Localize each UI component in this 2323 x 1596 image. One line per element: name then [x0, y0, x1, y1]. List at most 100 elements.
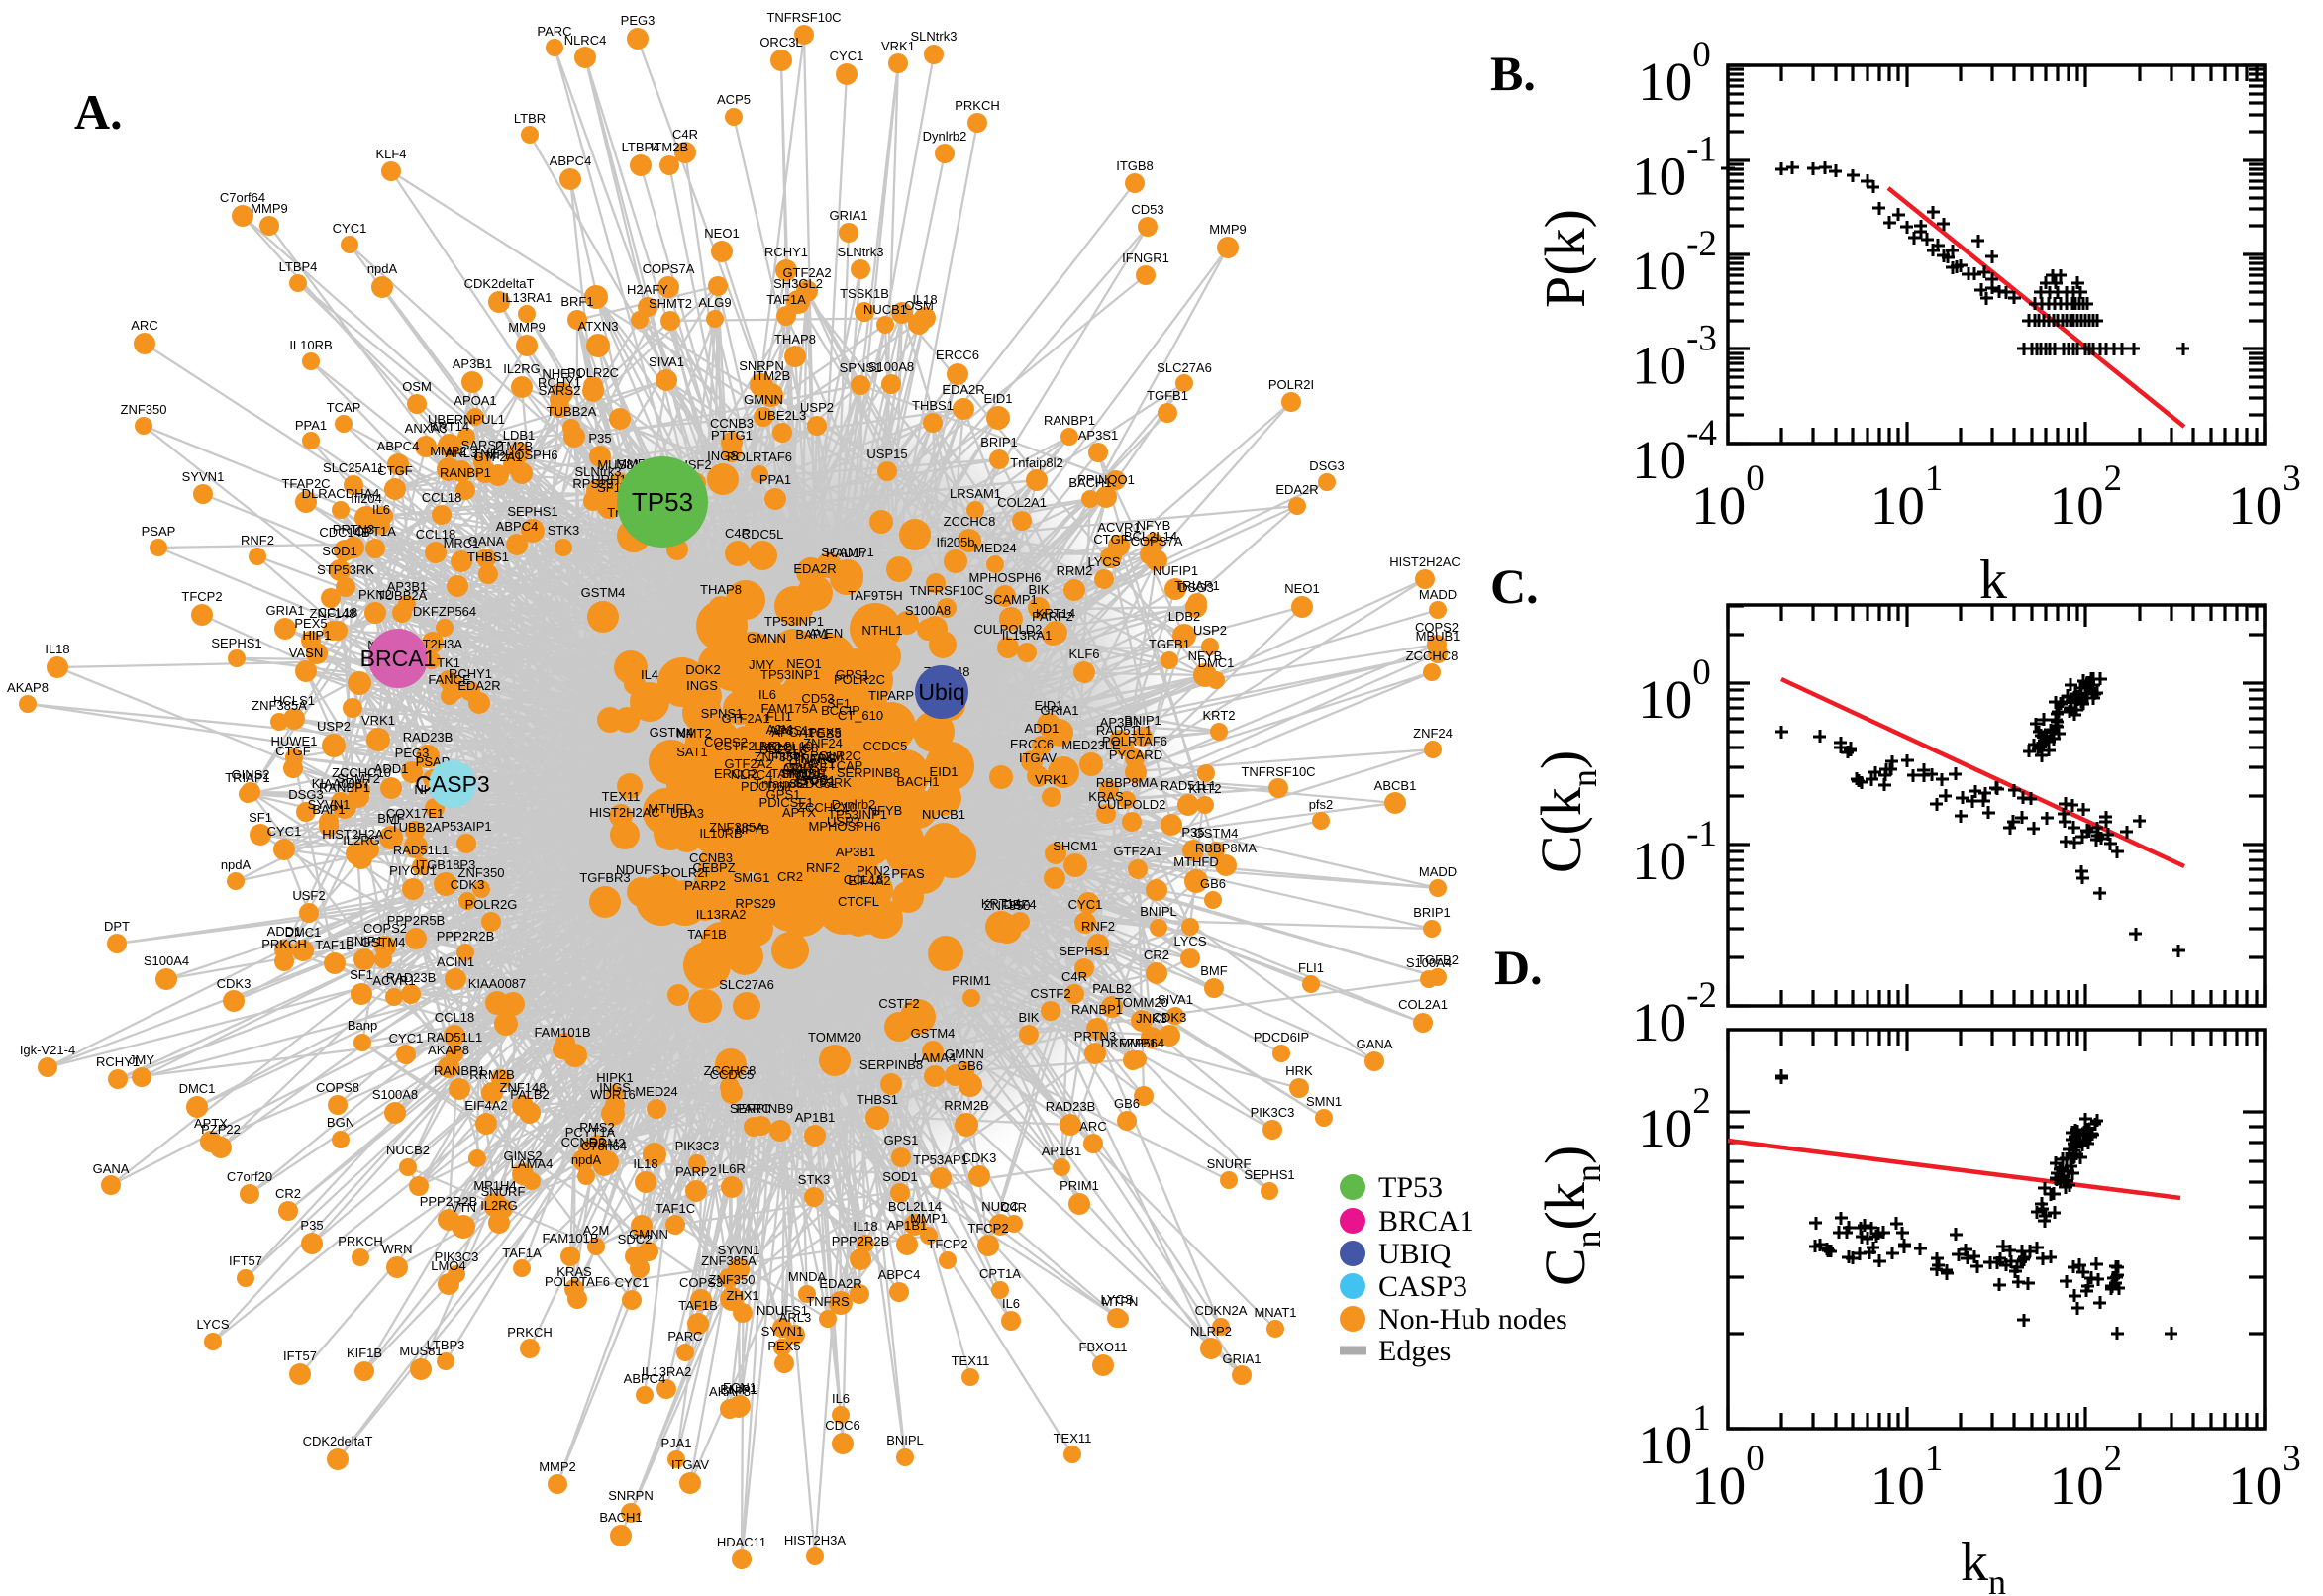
svg-text:MADD: MADD	[1419, 864, 1457, 879]
svg-text:DMC1: DMC1	[1198, 655, 1235, 670]
svg-text:ZNF350: ZNF350	[121, 402, 167, 417]
svg-text:MRC1: MRC1	[444, 536, 480, 550]
svg-text:RAD51L1: RAD51L1	[427, 1030, 482, 1045]
svg-text:TAF1C: TAF1C	[656, 1201, 695, 1216]
svg-text:Tnfaip8l2: Tnfaip8l2	[754, 776, 806, 791]
svg-text:RAD51L1: RAD51L1	[393, 843, 449, 857]
svg-text:MTHFD: MTHFD	[648, 801, 693, 816]
svg-text:Cn(kn): Cn(kn)	[1533, 1146, 1608, 1286]
svg-text:npdA: npdA	[221, 857, 252, 872]
svg-text:ZCCHC8: ZCCHC8	[704, 1063, 757, 1078]
svg-text:FCN1: FCN1	[723, 1380, 757, 1395]
svg-text:DSG3: DSG3	[288, 787, 323, 802]
svg-text:ABCB1: ABCB1	[1374, 778, 1417, 793]
svg-text:NHEJ1: NHEJ1	[542, 366, 582, 381]
svg-text:CDK3: CDK3	[217, 976, 252, 991]
svg-text:TP53INP1: TP53INP1	[828, 807, 887, 822]
svg-text:Non-Hub nodes: Non-Hub nodes	[1378, 1303, 1567, 1336]
svg-text:ABPC4: ABPC4	[377, 439, 420, 453]
svg-text:TFCP2: TFCP2	[967, 1221, 1008, 1236]
svg-text:GMNN: GMNN	[629, 1227, 668, 1242]
svg-text:P35: P35	[1181, 825, 1204, 840]
svg-text:GSTM4: GSTM4	[581, 585, 626, 600]
svg-text:COX17E1: COX17E1	[386, 806, 445, 821]
svg-text:MPHOSPH6: MPHOSPH6	[809, 819, 881, 834]
svg-text:NDUFS1: NDUFS1	[757, 1303, 808, 1318]
svg-text:POLR2G: POLR2G	[465, 897, 518, 912]
svg-text:RPS29: RPS29	[735, 896, 775, 911]
svg-text:APOA1: APOA1	[771, 725, 814, 740]
svg-text:ORC3L: ORC3L	[759, 35, 802, 50]
svg-text:PARC: PARC	[537, 24, 571, 39]
svg-text:ZNF385A: ZNF385A	[701, 1253, 757, 1268]
svg-text:ITM2B: ITM2B	[651, 140, 688, 154]
svg-text:TRIAP1: TRIAP1	[1174, 578, 1220, 593]
svg-text:CDK2deltaT: CDK2deltaT	[303, 1434, 373, 1448]
svg-text:NLRC4: NLRC4	[564, 33, 607, 48]
svg-text:BNIP1: BNIP1	[720, 1382, 758, 1397]
svg-text:A2M: A2M	[766, 722, 793, 737]
svg-text:PEX5: PEX5	[808, 725, 841, 740]
svg-text:PIK3C3: PIK3C3	[1251, 1105, 1295, 1120]
svg-text:COL2A1: COL2A1	[997, 495, 1047, 510]
svg-text:BACH1: BACH1	[1068, 475, 1111, 490]
svg-text:PPP2R2B: PPP2R2B	[832, 1234, 890, 1248]
svg-text:SERPINB9: SERPINB9	[730, 1101, 793, 1116]
svg-text:CDC5L: CDC5L	[796, 776, 839, 791]
svg-text:BMF: BMF	[377, 811, 405, 826]
svg-text:CYC1: CYC1	[333, 221, 367, 236]
svg-text:CCL18: CCL18	[422, 490, 461, 505]
svg-text:TFAP2C: TFAP2C	[281, 476, 330, 491]
svg-text:ARL3: ARL3	[779, 1310, 812, 1325]
svg-text:C7orf20: C7orf20	[227, 1169, 272, 1184]
svg-text:USP2: USP2	[800, 400, 834, 415]
svg-text:ALG9: ALG9	[698, 295, 731, 310]
svg-text:npdA: npdA	[367, 261, 398, 276]
svg-text:LTBP3: LTBP3	[427, 1338, 465, 1352]
svg-text:PYCARD: PYCARD	[1109, 748, 1162, 762]
svg-text:ZNF350: ZNF350	[984, 898, 1031, 913]
svg-text:SHMT2: SHMT2	[337, 771, 380, 786]
svg-text:BNIP1: BNIP1	[1124, 713, 1162, 728]
svg-text:COPS8: COPS8	[316, 1080, 359, 1095]
svg-text:PARP2: PARP2	[675, 1164, 717, 1179]
svg-text:NUCB1: NUCB1	[863, 302, 907, 317]
svg-text:PMS2: PMS2	[579, 1120, 614, 1135]
svg-text:S100A4: S100A4	[144, 953, 189, 968]
svg-text:PEG3: PEG3	[621, 13, 656, 28]
svg-text:EDA2R: EDA2R	[457, 678, 500, 693]
svg-text:SH3GL2: SH3GL2	[773, 276, 823, 291]
svg-text:STK3: STK3	[548, 523, 580, 538]
svg-text:MNDA: MNDA	[788, 1269, 827, 1284]
svg-text:BNIP1: BNIP1	[346, 934, 383, 948]
svg-text:PRTN3: PRTN3	[1074, 1029, 1116, 1044]
svg-text:EDA2R: EDA2R	[819, 1276, 861, 1291]
svg-text:FAM175A: FAM175A	[760, 701, 817, 716]
svg-text:D.: D.	[1494, 940, 1543, 995]
svg-text:USP2: USP2	[1193, 623, 1227, 638]
svg-text:CTGF: CTGF	[377, 463, 412, 478]
svg-text:ANXA3: ANXA3	[405, 421, 448, 436]
svg-text:KRT14: KRT14	[981, 896, 1021, 911]
svg-text:HIST2H2AC: HIST2H2AC	[322, 827, 393, 842]
svg-text:CCL18: CCL18	[416, 527, 455, 542]
svg-text:TGFBR3: TGFBR3	[579, 870, 630, 885]
svg-text:ITGB18P3: ITGB18P3	[416, 857, 476, 872]
svg-text:CDKN2A: CDKN2A	[1195, 1303, 1248, 1318]
svg-text:NFYB: NFYB	[868, 803, 903, 818]
svg-text:THBS1: THBS1	[467, 549, 509, 564]
svg-text:ACVR1: ACVR1	[372, 973, 415, 988]
svg-text:CYC1: CYC1	[1068, 897, 1103, 912]
svg-text:GPS1: GPS1	[836, 667, 870, 682]
svg-text:A.: A.	[74, 84, 123, 140]
svg-text:KRAS: KRAS	[1088, 789, 1124, 804]
svg-text:OSM: OSM	[402, 379, 432, 394]
svg-text:ZNF24: ZNF24	[1413, 726, 1453, 741]
svg-text:PDCD6IP: PDCD6IP	[1254, 1030, 1309, 1045]
svg-text:POLRTAF6: POLRTAF6	[727, 449, 792, 464]
svg-text:npdA: npdA	[775, 748, 806, 762]
svg-text:ERCC2: ERCC2	[714, 766, 758, 781]
svg-text:PRIM1: PRIM1	[1060, 1178, 1099, 1193]
svg-text:BCL2L14: BCL2L14	[1124, 529, 1177, 544]
svg-text:S100A8: S100A8	[905, 603, 951, 618]
